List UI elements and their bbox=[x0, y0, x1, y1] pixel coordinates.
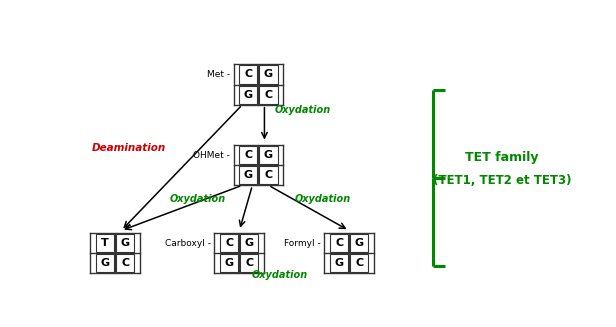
Bar bbox=[259, 65, 278, 84]
Bar bbox=[350, 234, 368, 252]
Text: C: C bbox=[335, 238, 343, 248]
Text: G: G bbox=[334, 258, 344, 268]
Bar bbox=[116, 254, 134, 272]
Text: Deamination: Deamination bbox=[91, 143, 166, 152]
Text: Met -: Met - bbox=[206, 70, 230, 79]
Text: Carboxyl -: Carboxyl - bbox=[164, 239, 211, 248]
Text: TET family: TET family bbox=[465, 151, 538, 164]
Bar bbox=[96, 254, 114, 272]
Text: Oxydation: Oxydation bbox=[170, 194, 226, 204]
Text: G: G bbox=[121, 238, 130, 248]
Text: Oxydation: Oxydation bbox=[275, 105, 331, 115]
Text: G: G bbox=[225, 258, 234, 268]
Bar bbox=[116, 234, 134, 252]
Text: T: T bbox=[101, 238, 109, 248]
Text: G: G bbox=[264, 70, 273, 79]
Text: (TET1, TET2 et TET3): (TET1, TET2 et TET3) bbox=[432, 174, 571, 187]
Text: C: C bbox=[245, 150, 253, 160]
Bar bbox=[221, 234, 238, 252]
Bar bbox=[240, 234, 259, 252]
Bar bbox=[239, 146, 257, 164]
Text: Formyl -: Formyl - bbox=[284, 239, 320, 248]
Text: C: C bbox=[264, 90, 272, 100]
Bar bbox=[239, 86, 257, 104]
Text: G: G bbox=[244, 90, 253, 100]
Bar bbox=[259, 86, 278, 104]
Bar bbox=[239, 166, 257, 184]
Bar bbox=[350, 254, 368, 272]
Text: C: C bbox=[225, 238, 233, 248]
Text: Oxydation: Oxydation bbox=[251, 270, 307, 280]
Text: C: C bbox=[245, 70, 253, 79]
Text: OHMet -: OHMet - bbox=[193, 150, 230, 160]
Text: C: C bbox=[121, 258, 129, 268]
Bar bbox=[221, 254, 238, 272]
Bar bbox=[259, 146, 278, 164]
Text: G: G bbox=[100, 258, 110, 268]
Bar bbox=[330, 234, 348, 252]
Bar bbox=[239, 65, 257, 84]
Bar bbox=[330, 254, 348, 272]
Bar bbox=[240, 254, 259, 272]
Text: G: G bbox=[264, 150, 273, 160]
Text: Oxydation: Oxydation bbox=[294, 194, 351, 204]
Text: G: G bbox=[355, 238, 363, 248]
Text: C: C bbox=[245, 258, 253, 268]
Bar bbox=[259, 166, 278, 184]
Text: G: G bbox=[244, 170, 253, 180]
Bar bbox=[96, 234, 114, 252]
Text: C: C bbox=[264, 170, 272, 180]
Text: C: C bbox=[355, 258, 363, 268]
Text: G: G bbox=[245, 238, 254, 248]
